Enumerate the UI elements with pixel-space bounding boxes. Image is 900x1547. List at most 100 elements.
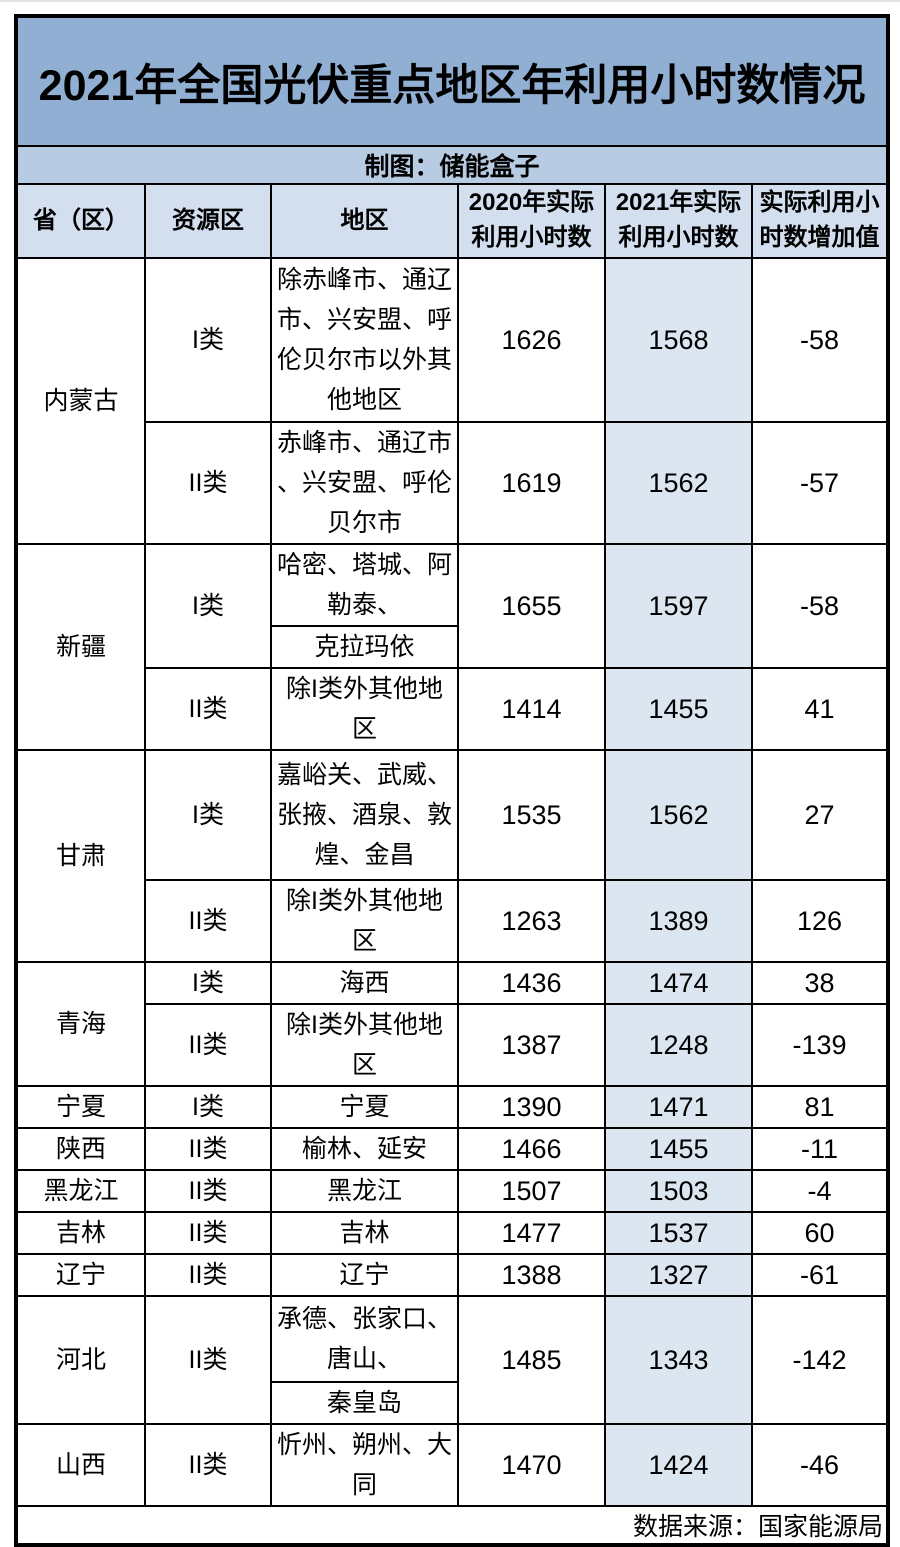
hours-2021-cell: 1562 xyxy=(604,749,753,881)
zone-cell: II类 xyxy=(144,1127,272,1171)
zone-cell: II类 xyxy=(144,1253,272,1297)
province-cell: 青海 xyxy=(15,961,146,1087)
delta-cell: -139 xyxy=(750,1003,890,1087)
region-cell: 嘉峪关、武威、 张掖、酒泉、敦 煌、金昌 xyxy=(270,749,459,881)
region-cell: 除I类外其他地 区 xyxy=(270,1003,459,1087)
table-row: 河北 II类 承德、张家口、 唐山、 1485 1343 -142 xyxy=(15,1295,890,1425)
hours-2020-cell: 1477 xyxy=(457,1211,606,1255)
zone-cell: I类 xyxy=(144,749,272,881)
table-row: 秦皇岛 xyxy=(16,1381,888,1425)
province-cell: 河北 xyxy=(15,1295,146,1425)
hours-2021-cell: 1424 xyxy=(604,1423,753,1507)
hours-2020-cell: 1263 xyxy=(457,879,606,963)
table-row: II类 除I类外其他地 区 1414 1455 41 xyxy=(16,667,890,751)
region-cell: 辽宁 xyxy=(270,1253,459,1297)
delta-cell: -61 xyxy=(750,1253,890,1297)
province-cell: 陕西 xyxy=(15,1127,146,1171)
hours-2021-cell: 1537 xyxy=(604,1211,753,1255)
table-row: 甘肃 I类 嘉峪关、武威、 张掖、酒泉、敦 煌、金昌 1535 1562 27 xyxy=(15,749,890,963)
table-row: 宁夏 I类 宁夏 1390 1471 81 xyxy=(15,1085,890,1129)
title-row: 2021年全国光伏重点地区年利用小时数情况 xyxy=(14,15,890,147)
zone-cell: II类 xyxy=(144,1003,272,1087)
delta-cell: -46 xyxy=(750,1423,890,1507)
delta-cell: -58 xyxy=(750,543,890,669)
hours-2021-cell: 1474 xyxy=(604,961,753,1005)
data-source-label: 数据来源：国家能源局 xyxy=(14,1505,890,1546)
region-cell: 宁夏 xyxy=(270,1085,459,1129)
hours-2021-cell: 1562 xyxy=(604,421,753,545)
hours-2021-cell: 1248 xyxy=(604,1003,753,1087)
col-header-province: 省（区） xyxy=(15,183,146,259)
page-title: 2021年全国光伏重点地区年利用小时数情况 xyxy=(14,15,890,147)
region-cell: 吉林 xyxy=(270,1211,459,1255)
hours-2020-cell: 1535 xyxy=(457,749,606,881)
page-top-edge xyxy=(0,0,900,2)
col-header-2020-hours: 2020年实际 利用小时数 xyxy=(457,183,606,259)
hours-2020-cell: 1466 xyxy=(457,1127,606,1171)
hours-2021-cell: 1343 xyxy=(604,1295,753,1425)
delta-cell: 126 xyxy=(750,879,890,963)
zone-cell: II类 xyxy=(144,879,272,963)
table-row: 黑龙江 II类 黑龙江 1507 1503 -4 xyxy=(15,1169,890,1213)
zone-cell: I类 xyxy=(144,543,272,669)
delta-cell: -11 xyxy=(750,1127,890,1171)
province-cell: 黑龙江 xyxy=(15,1169,146,1213)
province-cell: 山西 xyxy=(15,1423,146,1507)
table-row: 青海 I类 海西 1436 1474 38 xyxy=(15,961,890,1087)
delta-cell: 81 xyxy=(750,1085,890,1129)
col-header-region: 地区 xyxy=(270,183,459,259)
pv-hours-table: 2021年全国光伏重点地区年利用小时数情况 制图：储能盒子 省（区） 资源区 地… xyxy=(14,14,891,1547)
hours-2020-cell: 1626 xyxy=(457,257,606,423)
province-cell: 宁夏 xyxy=(15,1085,146,1129)
zone-cell: II类 xyxy=(144,1295,272,1425)
region-cell: 忻州、朔州、大 同 xyxy=(270,1423,459,1507)
table-row: II类 除I类外其他地 区 1263 1389 126 xyxy=(16,879,890,963)
table-row: 辽宁 II类 辽宁 1388 1327 -61 xyxy=(15,1253,890,1297)
zone-cell: II类 xyxy=(144,421,272,545)
col-header-zone: 资源区 xyxy=(144,183,272,259)
hours-2020-cell: 1619 xyxy=(457,421,606,545)
region-cell: 黑龙江 xyxy=(270,1169,459,1213)
hours-2021-cell: 1455 xyxy=(604,667,753,751)
hours-2020-cell: 1655 xyxy=(457,543,606,669)
hours-2021-cell: 1389 xyxy=(604,879,753,963)
region-cell: 承德、张家口、 唐山、 xyxy=(270,1295,459,1383)
table-row: 内蒙古 I类 除赤峰市、通辽 市、兴安盟、呼 伦贝尔市以外其 他地区 1626 … xyxy=(15,257,890,545)
hours-2021-cell: 1471 xyxy=(604,1085,753,1129)
delta-cell: 41 xyxy=(750,667,890,751)
table-row: II类 除I类外其他地 区 1387 1248 -139 xyxy=(16,1003,890,1087)
hours-2020-cell: 1414 xyxy=(457,667,606,751)
hours-2020-cell: 1388 xyxy=(457,1253,606,1297)
zone-cell: I类 xyxy=(144,1085,272,1129)
province-cell: 吉林 xyxy=(15,1211,146,1255)
zone-cell: II类 xyxy=(144,1423,272,1507)
zone-cell: I类 xyxy=(144,257,272,423)
hours-2021-cell: 1568 xyxy=(604,257,753,423)
delta-cell: -142 xyxy=(750,1295,890,1425)
hours-2020-cell: 1470 xyxy=(457,1423,606,1507)
table-row: 山西 II类 忻州、朔州、大 同 1470 1424 -46 xyxy=(15,1423,890,1507)
province-cell: 新疆 xyxy=(15,543,146,751)
hours-2020-cell: 1485 xyxy=(457,1295,606,1425)
zone-cell: II类 xyxy=(144,667,272,751)
delta-cell: 27 xyxy=(750,749,890,881)
zone-cell: II类 xyxy=(144,1211,272,1255)
region-cell: 除I类外其他地 区 xyxy=(270,879,459,963)
table-row: 陕西 II类 榆林、延安 1466 1455 -11 xyxy=(15,1127,890,1171)
hours-2020-cell: 1436 xyxy=(457,961,606,1005)
hours-2020-cell: 1387 xyxy=(457,1003,606,1087)
delta-cell: -57 xyxy=(750,421,890,545)
table-header-row: 省（区） 资源区 地区 2020年实际 利用小时数 2021年实际 利用小时数 … xyxy=(15,183,890,259)
col-header-2021-hours: 2021年实际 利用小时数 xyxy=(604,183,753,259)
table-row: II类 赤峰市、通辽市 、兴安盟、呼伦 贝尔市 1619 1562 -57 xyxy=(16,421,890,545)
region-cell: 除赤峰市、通辽 市、兴安盟、呼 伦贝尔市以外其 他地区 xyxy=(270,257,459,423)
delta-cell: 38 xyxy=(750,961,890,1005)
table-sheet: 2021年全国光伏重点地区年利用小时数情况 制图：储能盒子 省（区） 资源区 地… xyxy=(14,14,891,1547)
province-cell: 甘肃 xyxy=(15,749,146,963)
region-cell: 克拉玛依 xyxy=(270,625,459,669)
hours-2021-cell: 1503 xyxy=(604,1169,753,1213)
delta-cell: 60 xyxy=(750,1211,890,1255)
hours-2021-cell: 1455 xyxy=(604,1127,753,1171)
region-cell: 榆林、延安 xyxy=(270,1127,459,1171)
